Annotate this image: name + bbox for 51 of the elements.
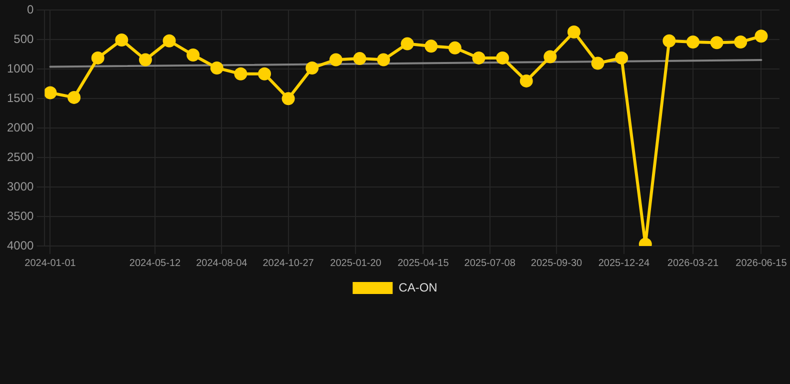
y-tick-label: 3000: [6, 179, 34, 194]
point: [734, 36, 748, 49]
point: [710, 36, 724, 50]
y-tick-label: 1000: [6, 61, 34, 76]
point: [400, 37, 414, 50]
point: [68, 90, 81, 104]
y-tick-label: 2500: [6, 150, 34, 164]
legend-label: CA-ON: [398, 280, 438, 294]
x-tick-label: 2025-01-20: [330, 258, 382, 269]
point: [567, 26, 580, 39]
y-tick-label: 0: [27, 2, 34, 17]
y-tick-label: 4000: [6, 238, 34, 252]
x-tick-label: 2024-10-27: [262, 258, 314, 269]
x-tick-label: 2024-05-12: [129, 258, 182, 269]
x-tick-label: 2024-08-04: [196, 258, 248, 269]
point: [115, 33, 128, 46]
point: [282, 92, 295, 106]
point: [186, 48, 200, 62]
point: [615, 51, 628, 64]
point: [686, 36, 700, 49]
point: [472, 51, 486, 64]
x-tick-label: 2025-07-08: [464, 258, 516, 269]
point: [162, 34, 176, 48]
point: [353, 52, 366, 66]
x-tick-label: 2025-09-30: [530, 258, 583, 269]
point: [91, 51, 104, 64]
point: [329, 53, 342, 66]
point: [210, 61, 224, 74]
point: [234, 67, 248, 80]
point: [44, 86, 57, 100]
point: [544, 50, 557, 64]
x-tick-label: 2024-01-01: [24, 258, 76, 269]
y-tick-label: 2000: [6, 120, 34, 134]
point: [520, 74, 533, 88]
point: [754, 30, 768, 43]
y-tick-label: 1500: [6, 90, 34, 105]
point: [496, 51, 510, 64]
y-tick-label: 500: [14, 32, 34, 46]
point: [448, 41, 462, 54]
point: [306, 61, 319, 74]
point: [377, 53, 390, 66]
point: [662, 34, 676, 48]
point: [424, 40, 438, 53]
x-tick-label: 2026-03-21: [667, 258, 719, 269]
point: [138, 53, 152, 66]
x-tick-label: 2025-04-15: [398, 258, 450, 269]
x-tick-label: 2026-06-15: [736, 258, 788, 269]
x-tick-label: 2025-12-24: [598, 258, 650, 269]
y-tick-label: 3500: [6, 208, 34, 223]
point: [258, 67, 271, 80]
point: [591, 56, 604, 70]
